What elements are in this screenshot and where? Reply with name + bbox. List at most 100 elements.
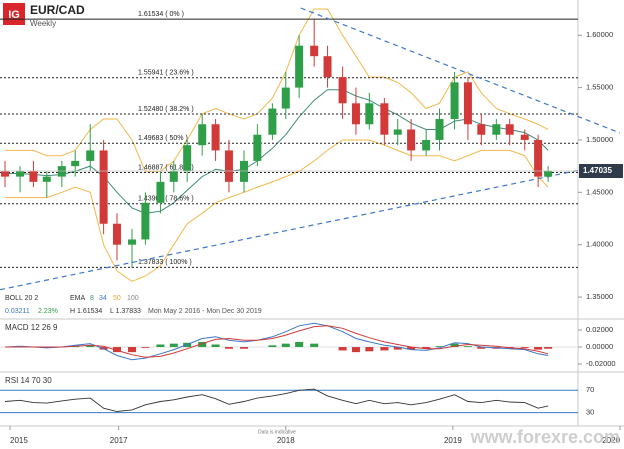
trendline (300, 7, 621, 134)
indicator-legend: 2.23% (38, 308, 58, 315)
overlay-line (5, 139, 549, 282)
indicator-legend: 50 (113, 295, 121, 302)
candle-body (534, 139, 543, 177)
fib-label: 1.49683 ( 50% ) (138, 135, 188, 142)
candle-body (435, 119, 444, 140)
rsi-line (4, 388, 549, 412)
candle-body (268, 108, 277, 135)
indicator-legend: 34 (99, 295, 107, 302)
macd-histogram-bar (393, 347, 402, 350)
candle-body (253, 134, 262, 161)
x-tick-label: 2019 (444, 436, 462, 445)
macd-histogram-bar (156, 344, 165, 348)
price-axis-tick-label: 1.50000 (586, 135, 613, 144)
candle-body (112, 223, 121, 245)
macd-axis-tick-label: -0.02000 (586, 359, 616, 368)
macd-histogram-bar (422, 347, 431, 349)
indicator-legend: BOLL 20 2 (5, 295, 38, 302)
macd-histogram-bar (141, 347, 150, 348)
macd-histogram-bar (310, 343, 319, 348)
candle-body (477, 124, 486, 135)
macd-title: MACD 12 26 9 (5, 323, 58, 332)
macd-histogram-bar (239, 347, 248, 349)
candle-body (169, 171, 178, 182)
macd-histogram-bar (198, 341, 207, 348)
x-tick-label: 2020 (602, 436, 620, 445)
candle-body (141, 202, 150, 240)
macd-axis-tick-label: 0.00000 (586, 342, 613, 351)
candle-body (29, 171, 38, 182)
indicator-legend: Mon May 2 2016 - Mon Dec 30 2019 (148, 308, 262, 315)
candle-body (224, 150, 233, 182)
macd-histogram-bar (295, 341, 304, 348)
rsi-axis-tick-label: 30 (586, 408, 594, 417)
macd-histogram-bar (128, 347, 137, 353)
macd-histogram-bar (281, 343, 290, 348)
candle-body (1, 171, 10, 177)
overlay-line (5, 8, 549, 172)
macd-histogram-bar (211, 344, 220, 348)
candle-body (42, 176, 51, 182)
candle-body (380, 103, 389, 135)
rsi-title: RSI 14 70 30 (5, 376, 52, 385)
candle-body (198, 124, 207, 146)
indicator-legend: H 1.61534 (70, 308, 102, 315)
last-price-tag (579, 164, 623, 179)
candle-body (338, 77, 347, 104)
macd-histogram-bar (86, 345, 95, 348)
price-axis-tick-label: 1.45000 (586, 187, 613, 196)
fib-label: 1.37833 ( 100% ) (138, 259, 192, 266)
macd-histogram-bar (463, 346, 472, 348)
indicator-legend: 8 (90, 295, 94, 302)
indicator-legend: 100 (127, 295, 139, 302)
macd-histogram-bar (435, 346, 444, 348)
candle-body (492, 124, 501, 135)
candle-body (365, 103, 374, 125)
indicator-legend: L 1.37833 (110, 308, 141, 315)
candle-body (505, 124, 514, 135)
macd-histogram-bar (544, 347, 553, 349)
fib-label: 1.46887 ( 61.8% ) (138, 164, 194, 171)
macd-histogram-bar (268, 345, 277, 348)
fib-label: 1.55941 ( 23.6% ) (138, 70, 194, 77)
candle-body (463, 82, 472, 125)
macd-histogram-bar (520, 347, 529, 348)
indicator-legend: EMA (70, 295, 86, 302)
price-axis-tick-label: 1.55000 (586, 83, 613, 92)
candle-body (323, 56, 332, 78)
candle-body (407, 129, 416, 151)
x-tick-label: 2015 (10, 436, 28, 445)
candle-body (183, 145, 192, 172)
candle-body (128, 239, 137, 245)
macd-histogram-bar (407, 347, 416, 350)
footnote: Data is indicative (258, 429, 296, 435)
price-axis-tick-label: 1.40000 (586, 240, 613, 249)
macd-histogram-bar (477, 347, 486, 349)
candle-body (520, 134, 529, 140)
fib-label: 1.52480 ( 38.2% ) (138, 106, 194, 113)
candle-body (422, 139, 431, 151)
candle-body (544, 171, 553, 177)
macd-histogram-bar (169, 343, 178, 348)
chart-title: EUR/CAD (30, 3, 85, 17)
candle-body (71, 160, 80, 167)
logo: IG (8, 9, 20, 21)
price-axis-tick-label: 1.60000 (586, 30, 613, 39)
fib-label: 1.61534 ( 0% ) (138, 11, 184, 18)
candle-body (351, 103, 360, 125)
macd-axis-tick-label: 0.02000 (586, 325, 613, 334)
macd-histogram-bar (534, 347, 543, 350)
rsi-axis-tick-label: 70 (586, 385, 594, 394)
macd-histogram-bar (365, 347, 374, 352)
chart-subtitle: Weekly (30, 19, 56, 28)
fib-label: 1.43905 ( 78.6% ) (138, 196, 194, 203)
candle-body (281, 87, 290, 109)
candle-body (310, 45, 319, 57)
candle-body (16, 171, 25, 177)
candle-body (295, 45, 304, 88)
watermark: www.forexre.com (470, 427, 620, 447)
last-price-label: 1.47035 (583, 166, 612, 175)
macd-histogram-bar (112, 347, 121, 353)
candle-body (86, 150, 95, 161)
